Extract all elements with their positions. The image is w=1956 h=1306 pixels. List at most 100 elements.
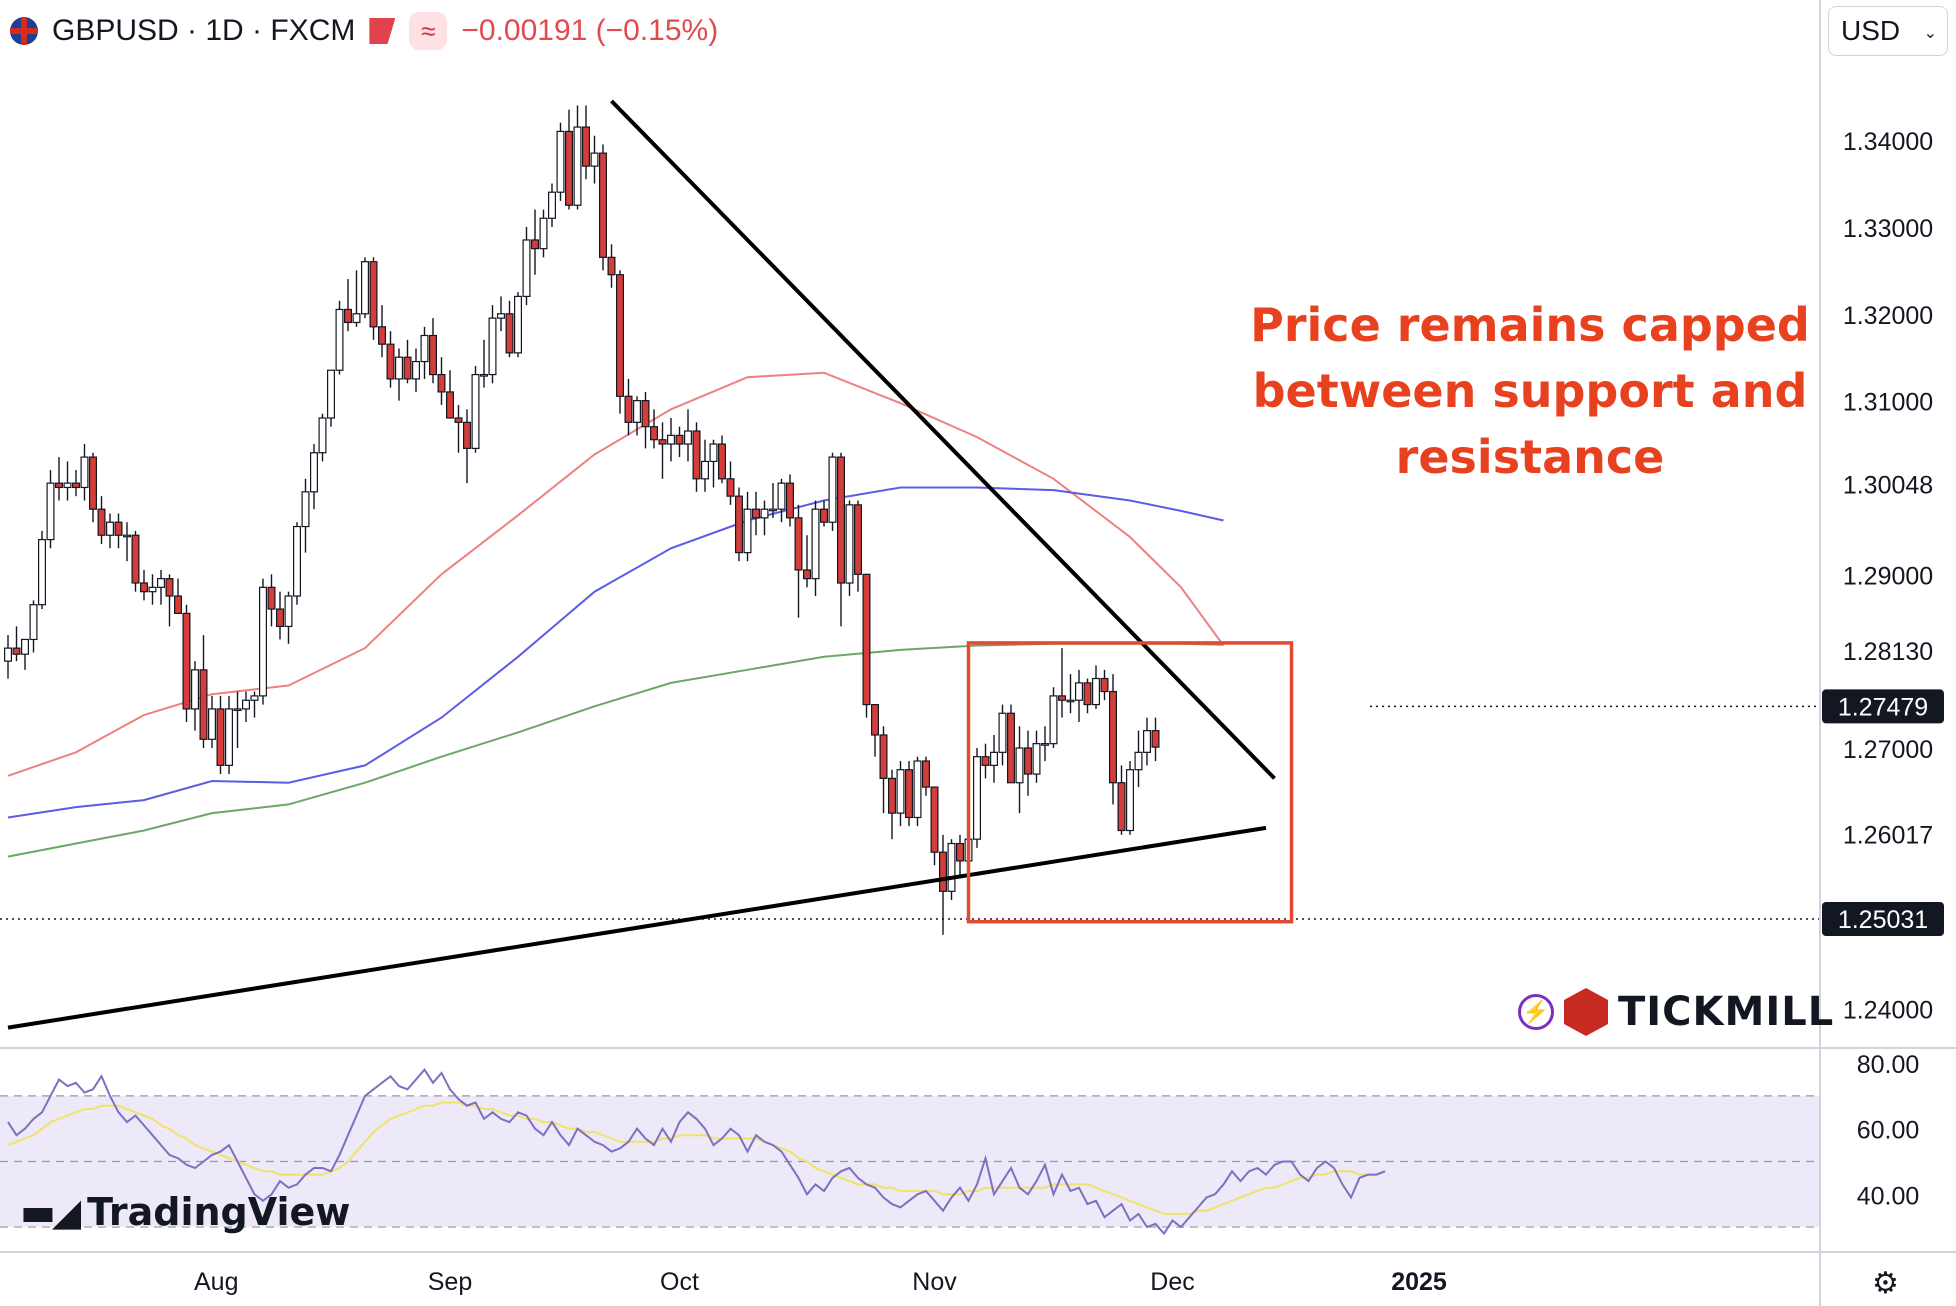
candle-body xyxy=(811,508,820,580)
rsi-tick-label: 60.00 xyxy=(1857,1117,1920,1145)
settings-gear-icon[interactable]: ⚙ xyxy=(1872,1267,1899,1300)
candle-body xyxy=(105,521,114,536)
candle-body xyxy=(615,274,624,397)
currency-value: USD xyxy=(1841,15,1901,46)
candle-body xyxy=(590,152,599,167)
candle-body xyxy=(88,456,97,510)
candle-body xyxy=(1032,743,1041,775)
candle-body xyxy=(1108,690,1117,784)
candle-body xyxy=(310,452,319,493)
candle-body xyxy=(71,482,80,489)
candle-body xyxy=(998,712,1007,753)
candle-body xyxy=(37,538,46,606)
tradingview-mark-icon: ▬◢ xyxy=(20,1190,81,1234)
candle-body xyxy=(598,152,607,258)
time-tick-label: Nov xyxy=(912,1268,957,1296)
candle-body xyxy=(488,317,497,376)
indicator-wave-icon[interactable]: ≈ xyxy=(409,12,448,50)
candle-body xyxy=(700,460,709,480)
candle-body xyxy=(921,760,930,788)
candle-body xyxy=(836,456,845,584)
price-change: −0.00191 (−0.15%) xyxy=(461,14,719,47)
candle-body xyxy=(437,373,446,393)
candle-body xyxy=(828,456,837,523)
price-tick-label: 1.27000 xyxy=(1843,736,1933,764)
candle-body xyxy=(242,699,251,710)
candle-body xyxy=(1049,695,1058,745)
rsi-pane xyxy=(0,1068,1820,1236)
market-closed-icon[interactable] xyxy=(369,18,396,44)
candle-body xyxy=(327,369,336,419)
candle-body xyxy=(522,239,531,298)
candle-body xyxy=(692,430,701,480)
candle-body xyxy=(429,334,438,376)
candle-body xyxy=(539,217,548,250)
currency-select[interactable]: USD ⌄ xyxy=(1828,6,1948,56)
candle-body xyxy=(768,508,777,512)
candle-body xyxy=(734,495,743,554)
candle-body xyxy=(395,356,404,380)
symbol-title[interactable]: GBPUSD · 1D · FXCM xyxy=(52,14,356,47)
candle-body xyxy=(913,760,922,819)
candle-body xyxy=(777,482,786,510)
candle-body xyxy=(293,525,302,597)
candle-body xyxy=(904,769,913,819)
candle-body xyxy=(29,604,38,641)
price-pane xyxy=(0,99,1820,1030)
candle-body xyxy=(12,647,21,655)
candle-body xyxy=(403,356,412,380)
annotation-line-3: resistance xyxy=(1395,430,1665,484)
tickmill-hex-icon xyxy=(1564,988,1608,1036)
tickmill-logo: ⚡ TICKMILL xyxy=(1518,988,1834,1036)
candle-body xyxy=(63,482,72,489)
gbpusd-flag-icon xyxy=(10,17,38,45)
candle-body xyxy=(284,595,293,628)
candle-body xyxy=(726,478,735,497)
candle-body xyxy=(140,582,149,593)
candle-body xyxy=(233,708,242,712)
candle-body xyxy=(1134,751,1143,771)
candle-body xyxy=(114,521,123,536)
candle-body xyxy=(463,421,472,449)
candle-body xyxy=(1023,747,1032,775)
candle-body xyxy=(1006,712,1015,784)
candle-body xyxy=(412,360,421,380)
candle-body xyxy=(981,756,990,766)
candle-body xyxy=(658,439,667,445)
price-tick-label: 1.26017 xyxy=(1843,821,1933,849)
candle-body xyxy=(1100,677,1109,693)
candle-body xyxy=(794,517,803,571)
tickmill-wordmark: TICKMILL xyxy=(1618,989,1835,1035)
candle-body xyxy=(369,261,378,328)
price-label-text: 1.25031 xyxy=(1838,906,1928,934)
candle-body xyxy=(352,313,361,324)
candle-body xyxy=(556,130,565,193)
tradingview-logo: ▬◢ TradingView xyxy=(20,1190,350,1234)
annotation-line-2: between support and xyxy=(1252,364,1808,418)
trendline xyxy=(610,99,1276,780)
candle-body xyxy=(1083,682,1092,706)
candle-body xyxy=(547,191,556,219)
candle-body xyxy=(862,573,871,706)
price-tick-label: 1.31000 xyxy=(1843,389,1933,417)
price-tick-label: 1.28130 xyxy=(1843,638,1933,666)
candle-body xyxy=(930,786,939,853)
price-label-box xyxy=(1822,901,1944,936)
candle-body xyxy=(1066,699,1075,703)
candle-body xyxy=(573,126,582,206)
moving-average-line xyxy=(7,371,1225,777)
candle-body xyxy=(54,482,63,489)
price-tick-label: 1.24000 xyxy=(1843,997,1933,1025)
candle-body xyxy=(497,313,506,319)
candle-body xyxy=(480,373,489,377)
candle-body xyxy=(208,708,217,740)
candle-body xyxy=(318,417,327,454)
candle-body xyxy=(1057,695,1066,701)
candle-body xyxy=(955,842,964,862)
candle-body xyxy=(361,261,370,315)
candle-body xyxy=(666,434,675,445)
candle-body xyxy=(760,508,769,519)
rsi-line xyxy=(7,1068,1386,1236)
